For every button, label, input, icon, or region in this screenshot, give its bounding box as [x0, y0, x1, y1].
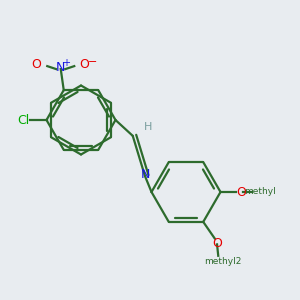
- Text: methyl: methyl: [244, 188, 276, 196]
- Text: H: H: [144, 122, 152, 132]
- Text: N: N: [140, 168, 150, 181]
- Text: +: +: [62, 58, 70, 68]
- Text: Cl: Cl: [17, 113, 29, 127]
- Text: O: O: [213, 237, 223, 250]
- Text: O: O: [236, 185, 246, 199]
- Text: O: O: [79, 58, 89, 71]
- Text: N: N: [56, 61, 65, 74]
- Text: methyl2: methyl2: [204, 257, 242, 266]
- Text: −: −: [88, 57, 98, 67]
- Text: O: O: [31, 58, 41, 71]
